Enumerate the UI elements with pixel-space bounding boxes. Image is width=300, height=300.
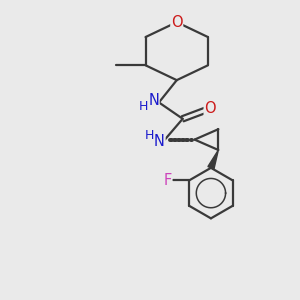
Polygon shape	[208, 150, 218, 169]
Text: O: O	[171, 15, 183, 30]
Text: N: N	[148, 94, 159, 109]
Text: O: O	[204, 101, 216, 116]
Text: N: N	[154, 134, 165, 148]
Text: H: H	[139, 100, 148, 112]
Text: F: F	[164, 173, 172, 188]
Text: H: H	[145, 129, 154, 142]
